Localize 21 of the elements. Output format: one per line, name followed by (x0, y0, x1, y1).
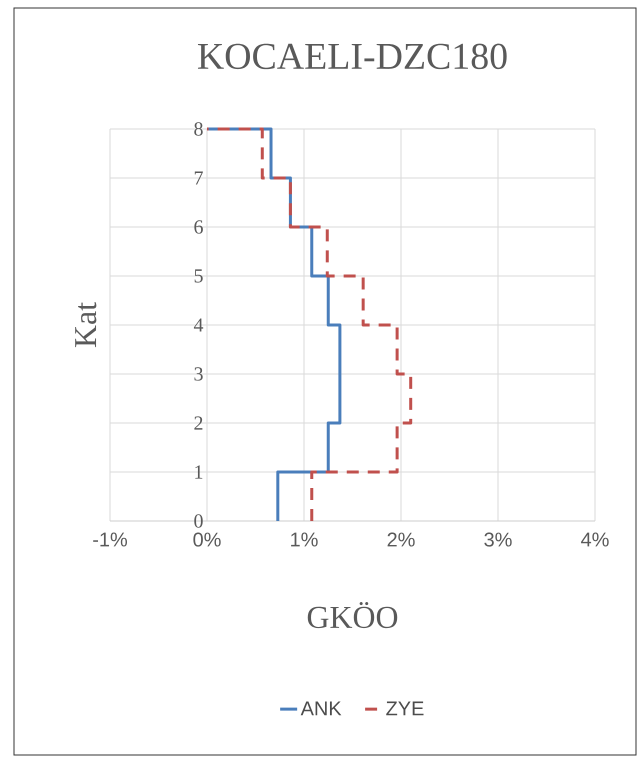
x-tick-label: 1% (291, 532, 318, 546)
y-tick-label: 3 (194, 367, 203, 381)
x-tick-label: 3% (484, 532, 512, 547)
y-tick-label: 8 (194, 122, 203, 136)
line-series (206, 127, 412, 522)
y-tick-label: 0 (194, 514, 203, 528)
x-tick-label: 2% (388, 532, 415, 547)
y-tick-label: 5 (194, 269, 203, 283)
y-axis-title: Kat (75, 302, 96, 348)
x-tick-label: -1% (93, 532, 127, 546)
x-tick-label: 0% (193, 532, 221, 547)
chart-title: KOCAELI-DZC180 (198, 44, 507, 70)
legend-label: ZYE (386, 702, 424, 716)
y-tick-label: 6 (194, 220, 203, 234)
legend-label: ANK (300, 702, 342, 716)
x-tick-label: 4% (581, 532, 609, 546)
x-axis-title: GKÖO (308, 602, 398, 628)
y-tick-label: 1 (195, 465, 202, 479)
y-tick-label: 7 (194, 171, 203, 185)
y-tick-label: 4 (194, 318, 204, 332)
y-tick-label: 2 (194, 416, 202, 430)
